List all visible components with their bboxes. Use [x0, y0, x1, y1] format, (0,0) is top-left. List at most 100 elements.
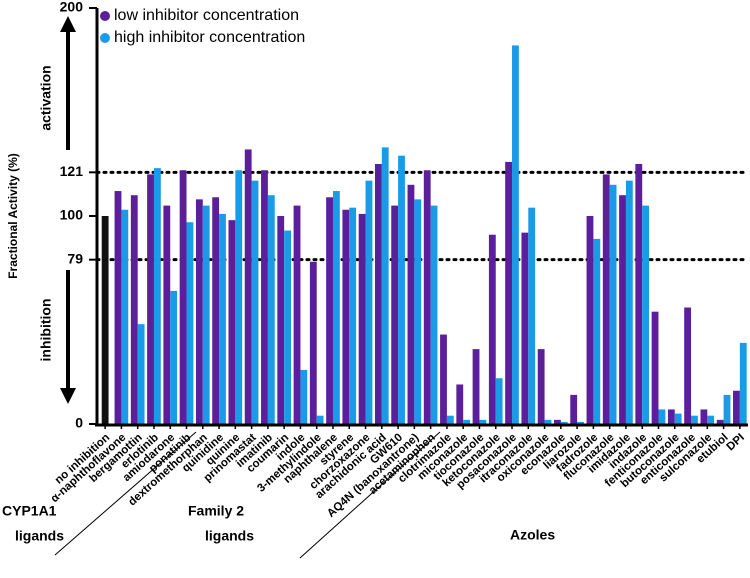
- bar: [512, 45, 519, 424]
- bar: [528, 207, 536, 424]
- group-label: Family 2: [188, 503, 244, 519]
- bar: [456, 384, 464, 424]
- bar: [251, 180, 259, 424]
- bar: [284, 230, 291, 424]
- bar: [414, 199, 422, 424]
- bar: [602, 174, 610, 424]
- x-tick-label: DPI: [725, 432, 747, 454]
- bar: [121, 209, 129, 424]
- y-tick-label: 79: [67, 250, 83, 266]
- bar: [137, 324, 145, 424]
- bar: [684, 307, 692, 424]
- bar: [170, 290, 178, 424]
- bar: [723, 394, 731, 424]
- bar: [212, 197, 220, 424]
- bar: [365, 180, 373, 424]
- bar: [219, 213, 226, 424]
- bar: [505, 161, 513, 425]
- bar: [277, 216, 285, 424]
- bar: [430, 205, 438, 424]
- bar: [700, 409, 708, 424]
- bar: [326, 197, 333, 424]
- bar: [658, 409, 666, 424]
- bar: [300, 369, 308, 424]
- y-axis-label: Fractional Activity (%): [6, 153, 20, 279]
- bar: [391, 205, 399, 424]
- bar: [472, 349, 480, 424]
- bar: [642, 205, 650, 424]
- bar: [228, 220, 236, 424]
- bar: [316, 415, 324, 424]
- y-tick-label: 200: [60, 0, 84, 15]
- bar: [625, 180, 633, 424]
- bar: [554, 419, 561, 424]
- annotation: activation: [38, 65, 54, 130]
- bar: [635, 164, 643, 424]
- bar: [593, 238, 601, 424]
- bar: [147, 174, 154, 424]
- bar: [349, 207, 357, 424]
- bar: [577, 421, 584, 424]
- y-tick-label: 100: [60, 207, 84, 223]
- bar: [202, 205, 210, 424]
- bar: [691, 415, 698, 424]
- bar: [153, 168, 161, 424]
- bar: [244, 149, 252, 424]
- bar: [342, 209, 350, 424]
- bar: [570, 394, 578, 424]
- bar: [423, 170, 431, 424]
- bar: [479, 419, 487, 424]
- legend-marker: [100, 33, 110, 43]
- bar: [667, 409, 675, 424]
- bar: [179, 170, 187, 424]
- bar: [521, 232, 529, 424]
- bar: [101, 216, 109, 424]
- bar: [186, 222, 194, 424]
- separator: [54, 431, 197, 556]
- bar: [332, 191, 340, 424]
- bar: [267, 195, 275, 424]
- bar: [739, 342, 747, 424]
- separator: [299, 431, 441, 559]
- legend-label: low inhibitor concentration: [114, 7, 299, 24]
- legend-marker: [100, 11, 110, 21]
- bar: [293, 205, 301, 424]
- group-label: ligands: [205, 528, 254, 544]
- bar: [309, 261, 317, 424]
- bar: [733, 390, 740, 424]
- arrow-head: [60, 388, 76, 404]
- bar: [651, 311, 659, 424]
- bar: [716, 419, 724, 424]
- bar: [495, 378, 503, 424]
- legend-label: high inhibitor concentration: [114, 29, 305, 46]
- bar: [446, 415, 454, 424]
- bar: [674, 413, 682, 424]
- group-label: CYP1A1: [2, 503, 57, 519]
- group-label: Azoles: [510, 527, 555, 543]
- y-tick-label: 121: [60, 163, 84, 179]
- x-tick-label: α-naphthoflavone: [49, 432, 129, 505]
- bar: [537, 349, 545, 424]
- bar: [261, 170, 268, 424]
- bar: [130, 195, 138, 424]
- y-tick-label: 0: [75, 415, 83, 431]
- bar: [114, 191, 122, 424]
- bar: [463, 419, 471, 424]
- bar: [407, 184, 415, 424]
- bar: [560, 421, 568, 424]
- bar: [586, 216, 594, 424]
- bar: [374, 164, 382, 424]
- arrow-head: [60, 16, 76, 32]
- bar: [398, 155, 405, 424]
- bar: [488, 234, 496, 424]
- bar: [381, 147, 389, 425]
- bar: [707, 415, 715, 424]
- bar: [235, 170, 243, 424]
- group-label: ligands: [15, 528, 64, 544]
- bar: [195, 199, 203, 424]
- bar: [544, 419, 552, 424]
- bar: [358, 213, 366, 424]
- bar: [163, 205, 171, 424]
- bar: [619, 195, 626, 424]
